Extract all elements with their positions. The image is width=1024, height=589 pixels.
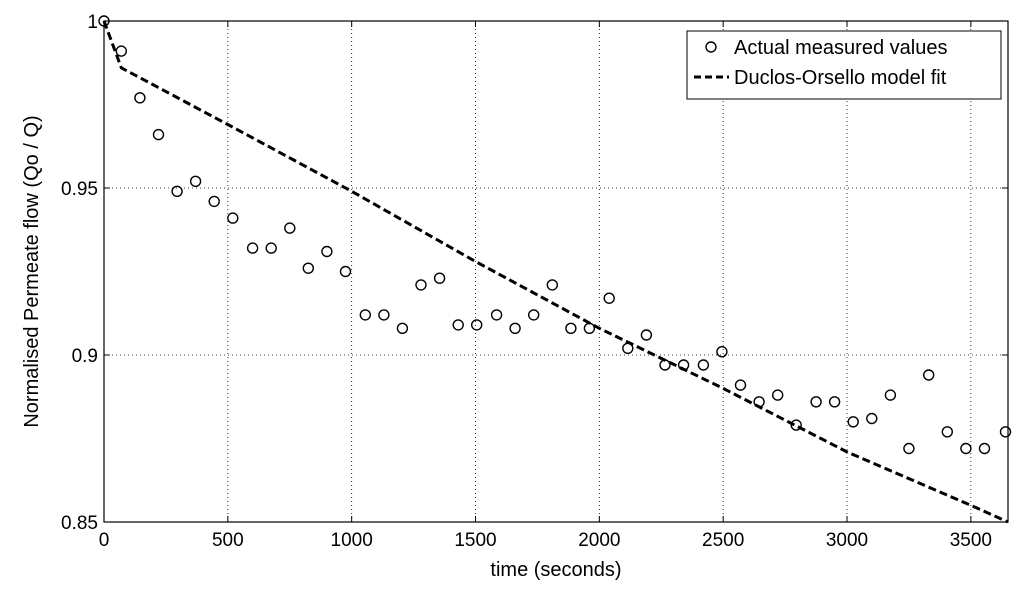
data-point	[677, 359, 690, 371]
data-point	[227, 212, 239, 224]
data-point	[321, 245, 333, 258]
data-point	[471, 319, 483, 331]
x-tick-label: 2500	[702, 530, 744, 551]
x-tick-label: 2000	[578, 530, 620, 551]
data-point	[265, 242, 277, 254]
data-point	[509, 322, 521, 334]
y-tick-labels: 0.85 0.9 0.95 1	[61, 12, 98, 534]
data-point	[697, 359, 710, 371]
x-tick-label: 500	[212, 530, 244, 551]
data-point	[622, 342, 634, 354]
data-point	[923, 369, 935, 381]
data-point	[810, 396, 822, 408]
data-point	[359, 309, 371, 321]
data-point	[284, 222, 296, 234]
model-fit-series	[102, 20, 1009, 524]
data-point	[546, 279, 558, 291]
legend-marker-measured	[705, 41, 717, 53]
y-tick-label: 1	[87, 12, 98, 33]
data-point	[115, 45, 128, 57]
data-point	[903, 442, 915, 455]
x-tick-label: 3500	[950, 530, 992, 551]
data-point	[978, 442, 991, 455]
data-point	[433, 272, 446, 284]
data-point	[490, 309, 503, 321]
data-point	[583, 322, 596, 334]
legend: Actual measured values Duclos-Orsello mo…	[686, 30, 1002, 100]
data-point	[339, 265, 352, 278]
data-point	[246, 242, 259, 254]
data-point	[772, 389, 784, 401]
y-tick-label: 0.95	[61, 179, 98, 200]
data-point	[640, 329, 653, 341]
legend-entry-measured: Actual measured values	[734, 37, 947, 59]
data-point	[866, 412, 878, 425]
data-point	[603, 292, 615, 304]
data-point	[884, 389, 897, 401]
x-tick-label: 0	[99, 530, 110, 551]
data-point	[134, 92, 146, 104]
data-point	[828, 396, 841, 408]
legend-box	[686, 30, 1002, 100]
y-tick-label: 0.9	[72, 346, 98, 367]
model-fit-line	[102, 20, 1009, 524]
data-point	[396, 322, 409, 334]
data-point	[753, 396, 765, 408]
x-tick-label: 1000	[331, 530, 373, 551]
data-point	[960, 442, 972, 455]
y-axis-label: Normalised Permeate flow (Qo / Q)	[21, 115, 43, 427]
data-point	[999, 426, 1012, 438]
data-point	[189, 175, 202, 188]
y-tick-label: 0.85	[61, 513, 98, 534]
x-tick-labels: 0 500 1000 1500 2000 2500 3000 3500	[99, 530, 992, 551]
data-point	[152, 128, 165, 141]
x-tick-label: 1500	[454, 530, 496, 551]
data-point	[171, 185, 183, 198]
data-point	[716, 346, 728, 358]
plot-frame	[103, 20, 1009, 523]
data-point	[790, 419, 802, 431]
data-point	[941, 426, 953, 438]
data-point	[452, 319, 464, 331]
axis-ticks	[103, 20, 1008, 523]
x-tick-label: 3000	[826, 530, 868, 551]
data-point	[847, 416, 859, 428]
data-point	[415, 279, 427, 291]
data-point	[378, 309, 390, 321]
legend-entry-model: Duclos-Orsello model fit	[734, 67, 947, 89]
data-point	[528, 309, 540, 321]
data-point	[659, 359, 671, 371]
x-axis-label: time (seconds)	[490, 559, 621, 581]
data-point	[208, 195, 220, 208]
data-point	[302, 262, 314, 274]
data-point	[734, 379, 747, 391]
data-point	[565, 322, 577, 334]
grid	[104, 21, 1008, 522]
